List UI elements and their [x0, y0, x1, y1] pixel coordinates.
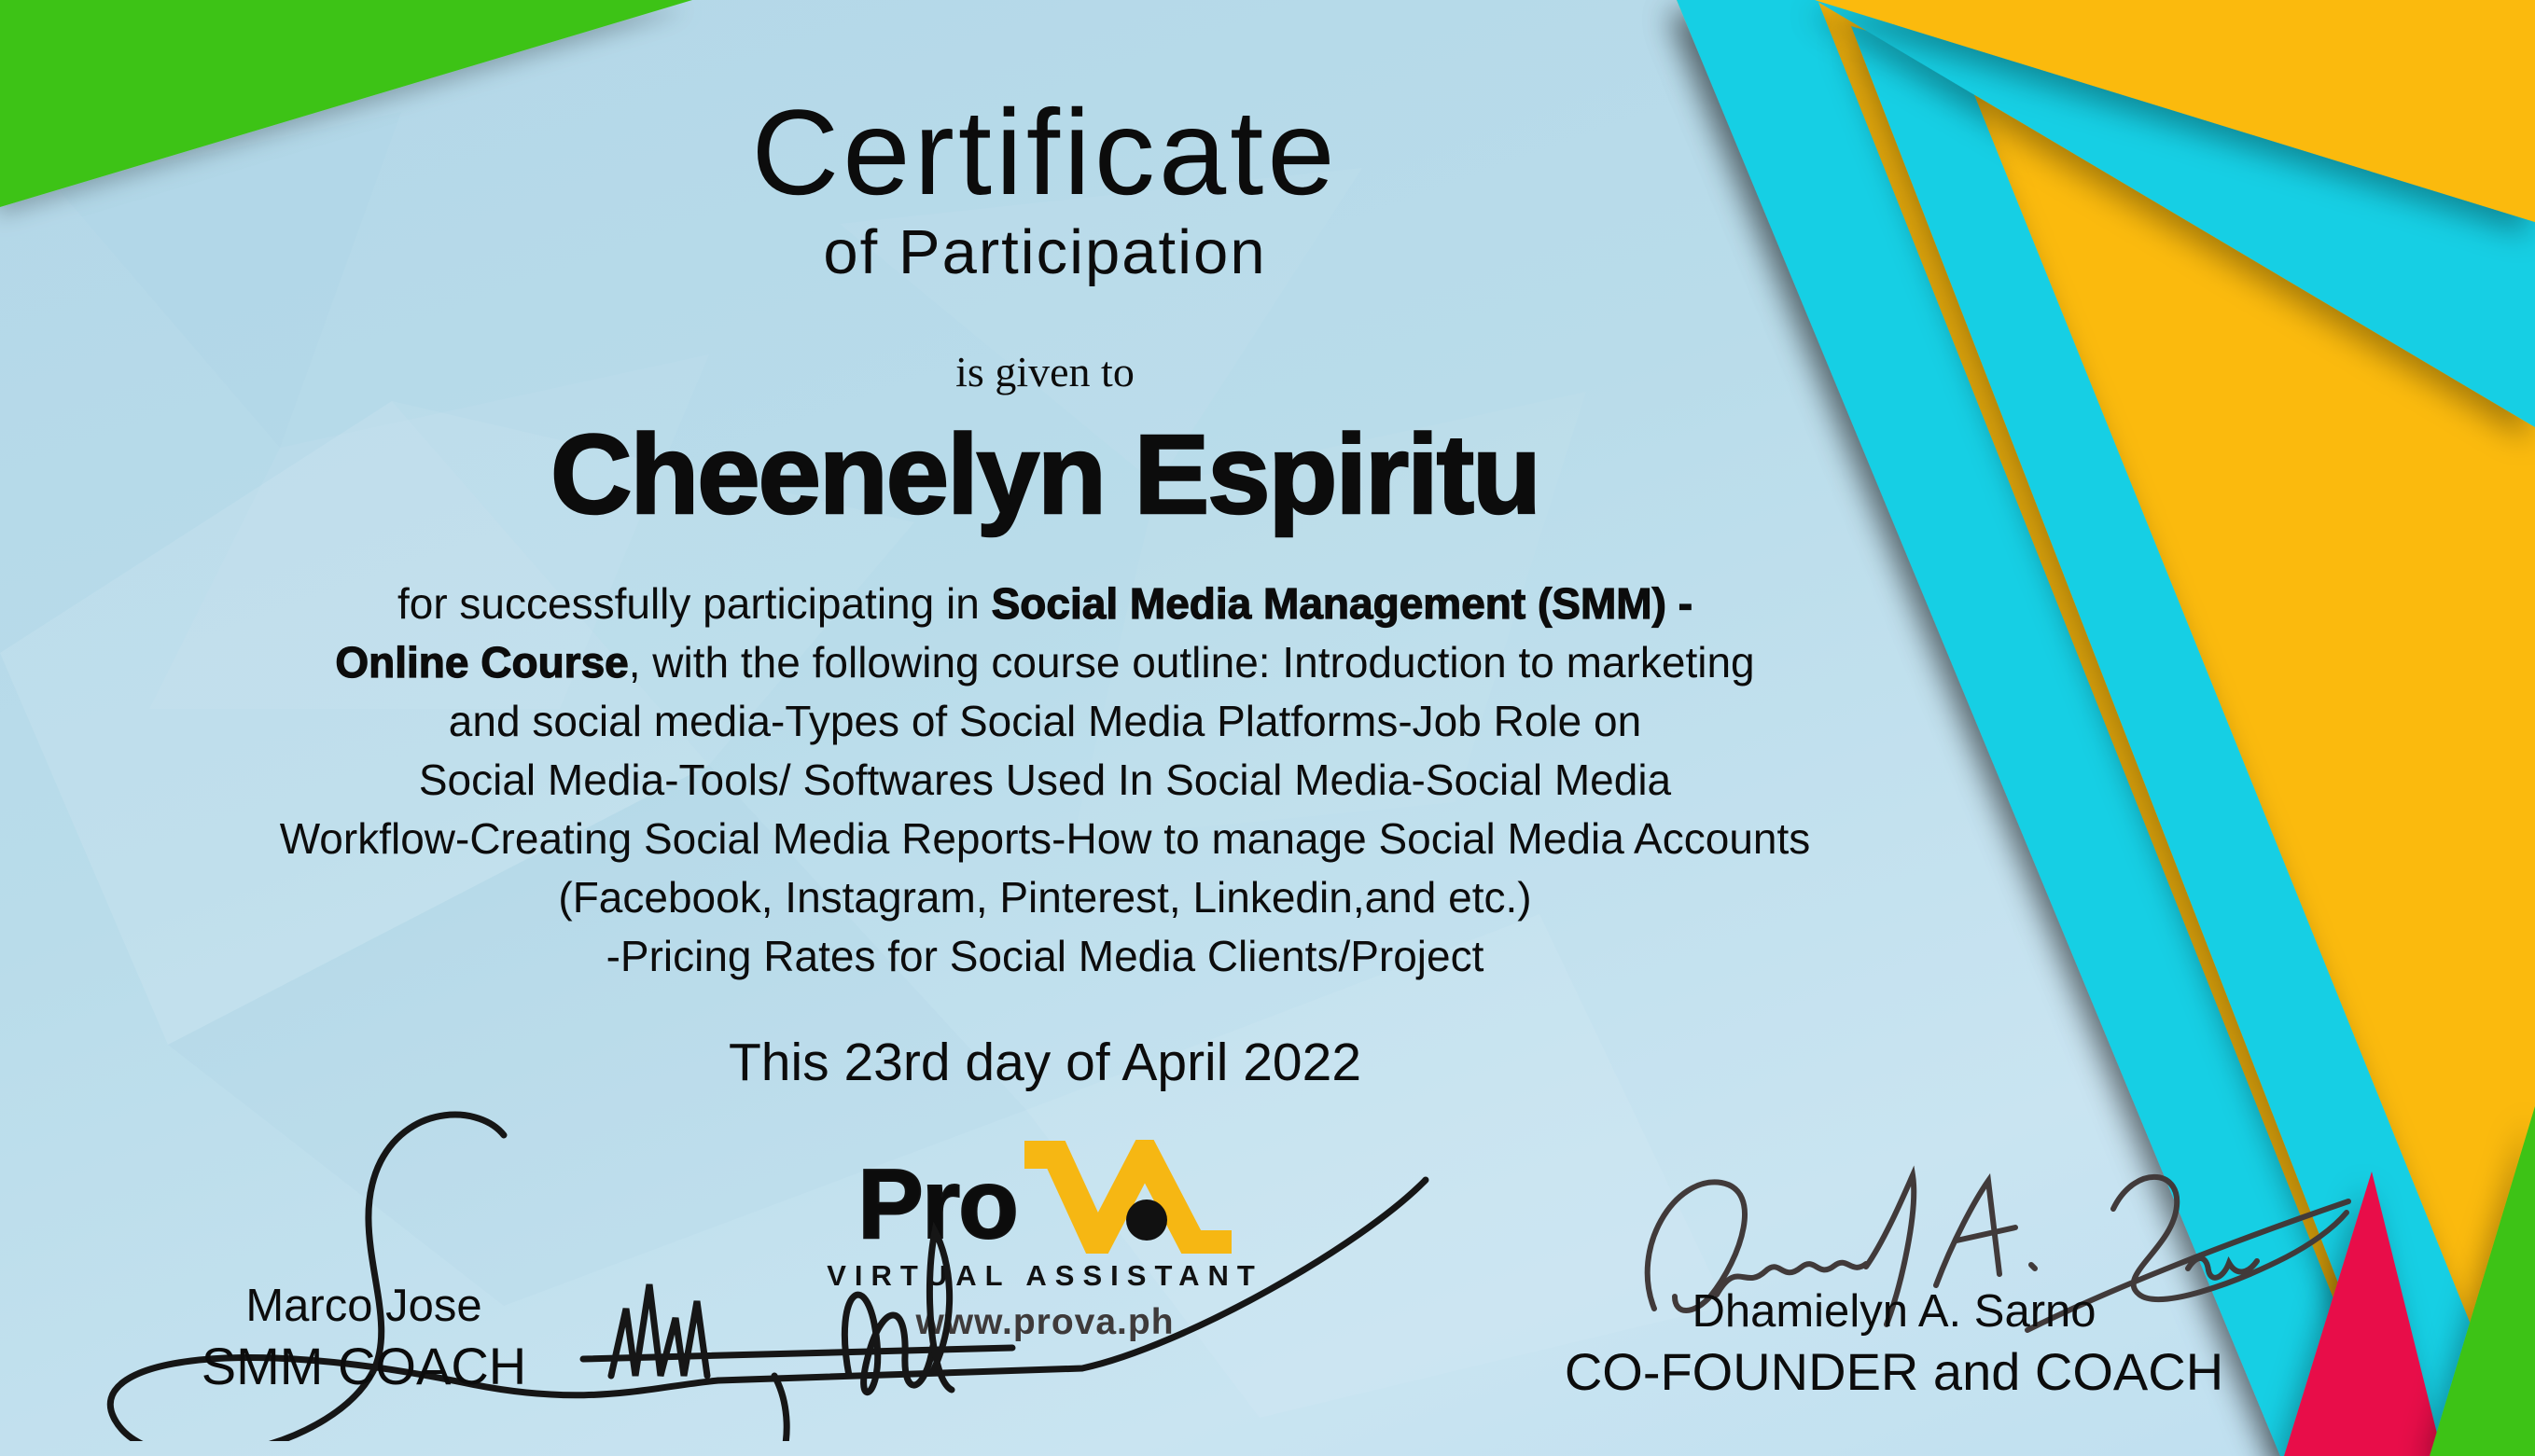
- body-line: for successfully participating in Social…: [397, 578, 1693, 628]
- signatory-left: Marco Jose SMM COACH: [0, 1280, 728, 1396]
- body-line: and social media-Types of Social Media P…: [448, 697, 1642, 745]
- signatory-right: Dhamielyn A. Sarno CO-FOUNDER and COACH: [1539, 1285, 2249, 1402]
- body-line: Online Course, with the following course…: [335, 637, 1755, 686]
- body-line: -Pricing Rates for Social Media Clients/…: [606, 932, 1484, 980]
- certificate-subtitle: of Participation: [823, 217, 1267, 287]
- green-corner-triangle-top-left: [0, 0, 692, 207]
- signature-scrawl-left: [106, 1111, 1429, 1441]
- course-description: for successfully participating in Social…: [0, 575, 2090, 986]
- green-triangle-bottom-right: [2430, 1106, 2535, 1456]
- cyan-ribbon-middle: [1851, 26, 2524, 1456]
- signatory-left-title: SMM COACH: [201, 1337, 527, 1395]
- body-line: (Facebook, Instagram, Pinterest, Linkedi…: [558, 873, 1532, 922]
- certificate-title: Certificate: [751, 84, 1339, 220]
- yellow-corner-triangle-top-right: [1815, 0, 2535, 222]
- cyan-ribbon-left: [1677, 0, 2396, 1456]
- prova-tagline: VIRTUAL ASSISTANT: [827, 1259, 1263, 1292]
- lead-in-text: is given to: [955, 348, 1135, 395]
- body-line: Workflow-Creating Social Media Reports-H…: [279, 814, 1811, 863]
- date-line: This 23rd day of April 2022: [728, 1033, 1362, 1092]
- red-triangle-bottom-right: [2284, 1172, 2443, 1456]
- prova-website: www.prova.ph: [915, 1302, 1175, 1342]
- cyan-fan-top-right: [1815, 0, 2535, 427]
- signatory-left-name: Marco Jose: [245, 1281, 482, 1331]
- signature-scrawl-right: [1644, 1165, 2351, 1333]
- prova-va-monogram-icon: [1023, 1140, 1233, 1254]
- recipient-name: Cheenelyn Espiritu: [550, 409, 1542, 539]
- prova-logo: Pro VIRTUAL ASSISTANT www.prova.ph: [0, 1140, 2090, 1343]
- background-facet-texture: [0, 112, 1726, 1418]
- signatory-right-title: CO-FOUNDER and COACH: [1564, 1342, 2224, 1401]
- body-line: Social Media-Tools/ Softwares Used In So…: [418, 756, 1672, 804]
- signatory-right-name: Dhamielyn A. Sarno: [1692, 1286, 2096, 1337]
